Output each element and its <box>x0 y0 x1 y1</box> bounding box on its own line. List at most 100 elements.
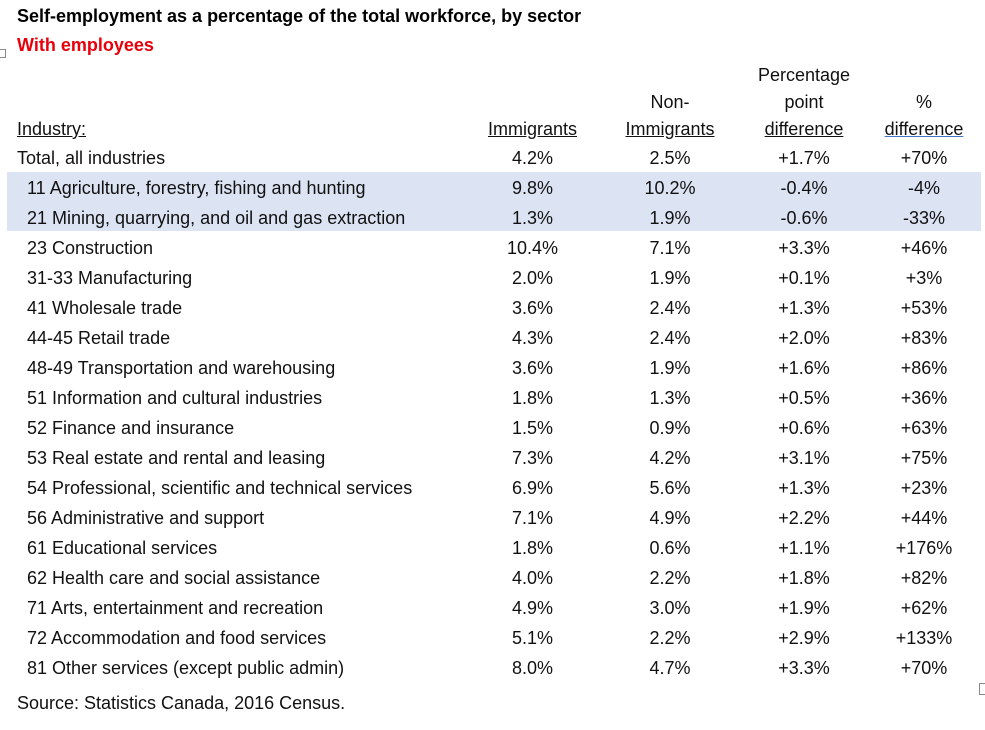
table-row[interactable]: 52 Finance and insurance 1.5% 0.9% +0.6%… <box>0 413 985 443</box>
row-immigrants: 9.8% <box>511 178 554 198</box>
row-non-immigrants: 1.9% <box>649 358 691 378</box>
row-non-immigrants: 2.2% <box>649 628 691 648</box>
row-industry: 62 Health care and social assistance <box>27 568 321 588</box>
row-pct-diff: +23% <box>900 478 948 498</box>
row-industry: 71 Arts, entertainment and recreation <box>27 598 324 618</box>
row-industry: 81 Other services (except public admin) <box>27 658 345 678</box>
header-industry-label: Industry: <box>17 119 87 139</box>
row-industry: 53 Real estate and rental and leasing <box>27 448 326 468</box>
table-row[interactable]: 41 Wholesale trade 3.6% 2.4% +1.3% +53% <box>0 293 985 323</box>
table-row[interactable]: 44-45 Retail trade 4.3% 2.4% +2.0% +83% <box>0 323 985 353</box>
row-immigrants: 1.8% <box>511 388 554 408</box>
row-pct-diff: +44% <box>900 508 948 528</box>
row-immigrants: 1.8% <box>511 538 554 558</box>
row-pct-diff: +83% <box>900 328 948 348</box>
row-industry: 72 Accommodation and food services <box>27 628 327 648</box>
row-immigrants: 3.6% <box>511 358 554 378</box>
row-pct-diff: +63% <box>900 418 948 438</box>
row-non-immigrants: 2.5% <box>649 148 691 168</box>
table-row[interactable]: Total, all industries 4.2% 2.5% +1.7% +7… <box>0 143 985 173</box>
row-pp-diff: +1.9% <box>778 598 830 618</box>
row-industry: Total, all industries <box>17 148 166 168</box>
table-row[interactable]: 23 Construction 10.4% 7.1% +3.3% +46% <box>0 233 985 263</box>
row-industry: 23 Construction <box>27 238 154 258</box>
row-immigrants: 1.5% <box>511 418 554 438</box>
row-immigrants: 4.0% <box>511 568 554 588</box>
row-industry: 11 Agriculture, forestry, fishing and hu… <box>27 178 366 198</box>
row-pp-diff: +2.2% <box>778 508 830 528</box>
header-non-immigrants: Non- Immigrants <box>610 89 730 143</box>
row-pct-diff: +133% <box>895 628 953 648</box>
header-ppd-line1: Percentage <box>757 65 851 85</box>
row-pct-diff: -4% <box>907 178 940 198</box>
row-immigrants: 4.3% <box>511 328 554 348</box>
row-immigrants: 10.4% <box>506 238 559 258</box>
row-pct-diff: +75% <box>900 448 948 468</box>
row-non-immigrants: 0.6% <box>649 538 691 558</box>
table-row[interactable]: 31-33 Manufacturing 2.0% 1.9% +0.1% +3% <box>0 263 985 293</box>
header-pct-line1: % <box>915 92 932 112</box>
row-pct-diff: +62% <box>900 598 948 618</box>
table-row[interactable]: 48-49 Transportation and warehousing 3.6… <box>0 353 985 383</box>
row-pp-diff: +1.1% <box>778 538 830 558</box>
header-immigrants: Immigrants <box>475 116 590 143</box>
row-pct-diff: +36% <box>900 388 948 408</box>
row-immigrants: 2.0% <box>511 268 554 288</box>
row-industry: 56 Administrative and support <box>27 508 265 528</box>
row-pp-diff: +1.3% <box>778 298 830 318</box>
row-non-immigrants: 0.9% <box>649 418 691 438</box>
row-immigrants: 7.3% <box>511 448 554 468</box>
header-ppd-line2: point <box>784 92 824 112</box>
table-row[interactable]: 62 Health care and social assistance 4.0… <box>0 563 985 593</box>
table-row[interactable]: 53 Real estate and rental and leasing 7.… <box>0 443 985 473</box>
data-table: Total, all industries 4.2% 2.5% +1.7% +7… <box>0 143 985 683</box>
table-move-handle-icon[interactable] <box>0 49 6 58</box>
row-pct-diff: +82% <box>900 568 948 588</box>
row-non-immigrants: 10.2% <box>644 178 696 198</box>
header-pct-line2: difference <box>884 119 964 139</box>
row-industry: 21 Mining, quarrying, and oil and gas ex… <box>27 208 406 228</box>
row-industry: 44-45 Retail trade <box>27 328 171 348</box>
row-immigrants: 6.9% <box>511 478 554 498</box>
row-pp-diff: +1.8% <box>778 568 830 588</box>
header-immigrants-label: Immigrants <box>487 119 577 139</box>
row-industry: 48-49 Transportation and warehousing <box>27 358 336 378</box>
row-pp-diff: -0.6% <box>780 208 828 228</box>
table-row[interactable]: 21 Mining, quarrying, and oil and gas ex… <box>0 203 985 233</box>
row-non-immigrants: 1.9% <box>649 268 691 288</box>
table-row[interactable]: 72 Accommodation and food services 5.1% … <box>0 623 985 653</box>
table-row[interactable]: 54 Professional, scientific and technica… <box>0 473 985 503</box>
row-non-immigrants: 2.2% <box>649 568 691 588</box>
table-row[interactable]: 56 Administrative and support 7.1% 4.9% … <box>0 503 985 533</box>
row-non-immigrants: 2.4% <box>649 328 691 348</box>
header-industry: Industry: <box>17 116 86 143</box>
row-industry: 51 Information and cultural industries <box>27 388 323 408</box>
row-non-immigrants: 4.2% <box>649 448 691 468</box>
row-pct-diff: +53% <box>900 298 948 318</box>
row-pp-diff: -0.4% <box>780 178 828 198</box>
row-pct-diff: +3% <box>905 268 943 288</box>
row-industry: 61 Educational services <box>27 538 218 558</box>
header-non-line2: Immigrants <box>625 119 715 139</box>
header-pct-difference: % difference <box>868 89 980 143</box>
table-resize-handle-icon[interactable] <box>979 683 985 695</box>
row-immigrants: 5.1% <box>511 628 554 648</box>
row-pct-diff: +86% <box>900 358 948 378</box>
row-industry: 31-33 Manufacturing <box>27 268 193 288</box>
row-non-immigrants: 4.7% <box>649 658 691 678</box>
row-pp-diff: +2.9% <box>778 628 830 648</box>
table-row[interactable]: 51 Information and cultural industries 1… <box>0 383 985 413</box>
table-row[interactable]: 61 Educational services 1.8% 0.6% +1.1% … <box>0 533 985 563</box>
row-pp-diff: +0.1% <box>778 268 830 288</box>
document-title: Self-employment as a percentage of the t… <box>17 6 582 26</box>
table-row[interactable]: 11 Agriculture, forestry, fishing and hu… <box>0 173 985 203</box>
row-industry: 52 Finance and insurance <box>27 418 235 438</box>
row-non-immigrants: 2.4% <box>649 298 691 318</box>
table-row[interactable]: 71 Arts, entertainment and recreation 4.… <box>0 593 985 623</box>
row-immigrants: 3.6% <box>511 298 554 318</box>
table-row[interactable]: 81 Other services (except public admin) … <box>0 653 985 683</box>
row-pct-diff: -33% <box>902 208 946 228</box>
row-pp-diff: +2.0% <box>778 328 830 348</box>
row-pct-diff: +176% <box>895 538 953 558</box>
row-industry: 54 Professional, scientific and technica… <box>27 478 413 498</box>
